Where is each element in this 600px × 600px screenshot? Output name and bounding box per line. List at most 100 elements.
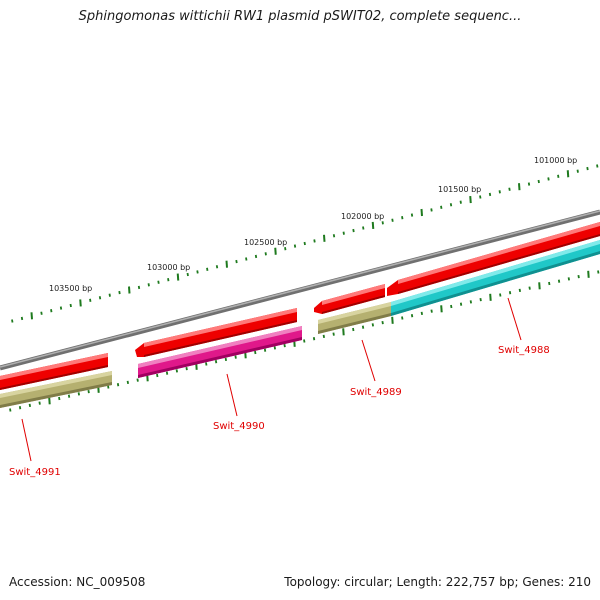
sequence-backbone xyxy=(0,209,600,371)
gene-label[interactable]: Swit_4989 xyxy=(350,387,402,398)
scale-labels: 101000 bp 101500 bp 102000 bp 102500 bp … xyxy=(49,156,577,293)
scale-tick-minor xyxy=(459,200,462,204)
scale-label: 102500 bp xyxy=(244,238,287,247)
scale-tick-minor xyxy=(107,385,110,389)
scale-tick-minor xyxy=(391,218,394,222)
scale-tick-minor xyxy=(224,357,227,362)
gene-labels: Swit_4988 Swit_4989 Swit_4990 Swit_4991 xyxy=(9,345,550,478)
scale-tick-minor xyxy=(50,309,53,313)
scale-tick-minor xyxy=(322,334,325,339)
scale-tick-minor xyxy=(185,366,188,371)
scale-tick-minor xyxy=(352,228,355,233)
scale-tick-minor xyxy=(59,306,63,310)
scale-tick-minor xyxy=(77,392,80,396)
scale-tick-minor xyxy=(263,348,267,352)
gene-arrow-swit-4988[interactable] xyxy=(387,222,600,296)
scale-label: 101500 bp xyxy=(438,185,481,194)
scale-tick-minor xyxy=(156,373,159,378)
scale-tick-minor xyxy=(508,291,512,295)
scale-tick-minor xyxy=(136,378,139,382)
topology-summary: Topology: circular; Length: 222,757 bp; … xyxy=(284,575,591,589)
scale-tick-minor xyxy=(313,239,316,243)
scale-tick-minor xyxy=(576,169,579,173)
accession-text: Accession: NC_009508 xyxy=(9,575,146,589)
scale-tick-minor xyxy=(165,371,169,375)
scale-tick-minor xyxy=(410,314,414,318)
scale-tick-minor xyxy=(284,247,287,251)
gene-arrow-swit-4990[interactable] xyxy=(135,308,297,357)
scale-tick-minor xyxy=(9,408,12,412)
gene-label[interactable]: Swit_4990 xyxy=(213,421,265,432)
scale-tick-minor xyxy=(362,226,365,230)
scale-tick-minor xyxy=(126,380,129,385)
scale-tick-minor xyxy=(577,274,580,279)
gene-label[interactable]: Swit_4988 xyxy=(498,345,550,356)
scale-tick-minor xyxy=(528,286,531,290)
scale-tick-minor xyxy=(38,401,41,405)
scale-tick-minor xyxy=(18,406,22,410)
scale-tick-minor xyxy=(488,192,492,197)
scale-ticks xyxy=(9,164,600,412)
feature-bar-magenta xyxy=(138,326,302,378)
scale-tick-minor xyxy=(361,325,365,329)
scale-tick-minor xyxy=(235,259,238,264)
scale-tick-major xyxy=(391,316,394,324)
scale-tick-minor xyxy=(547,177,550,181)
scale-tick-minor xyxy=(342,231,345,235)
scale-tick-minor xyxy=(371,323,374,327)
feature-bar-cyan xyxy=(391,240,600,316)
scale-tick-minor xyxy=(215,265,219,269)
scale-tick-minor xyxy=(312,337,316,341)
scale-tick-minor xyxy=(430,309,433,313)
scale-tick-minor xyxy=(283,343,286,348)
scale-tick-minor xyxy=(381,221,384,225)
gene-label[interactable]: Swit_4991 xyxy=(9,467,61,478)
gene-arrow-swit-4989[interactable] xyxy=(314,284,385,314)
scale-tick-minor xyxy=(116,383,120,387)
scale-tick-minor xyxy=(196,270,199,274)
scale-tick-major xyxy=(566,170,570,178)
scale-tick-minor xyxy=(245,257,248,261)
feature-track xyxy=(0,240,600,408)
scale-tick-minor xyxy=(420,311,423,316)
scale-tick-minor xyxy=(186,272,189,277)
feature-bar-olive xyxy=(0,371,112,408)
scale-tick-minor xyxy=(548,281,551,286)
scale-tick-major xyxy=(538,282,541,290)
scale-tick-minor xyxy=(557,279,561,283)
scale-tick-major xyxy=(30,312,33,320)
scale-tick-minor xyxy=(89,298,92,302)
scale-tick-minor xyxy=(508,187,511,191)
scale-tick-major xyxy=(469,196,472,204)
leader-line xyxy=(226,373,238,417)
scale-tick-minor xyxy=(537,179,540,184)
scale-tick-minor xyxy=(518,288,521,293)
leader-line xyxy=(507,297,522,341)
scale-tick-minor xyxy=(214,360,218,364)
scale-tick-minor xyxy=(254,350,257,355)
scale-tick-minor xyxy=(597,270,600,274)
scale-tick-minor xyxy=(381,320,384,325)
scale-tick-major xyxy=(79,299,82,307)
scale-tick-major xyxy=(587,270,590,278)
scale-tick-minor xyxy=(69,303,72,308)
scale-tick-minor xyxy=(205,362,208,366)
scale-tick-minor xyxy=(206,267,209,271)
scale-tick-minor xyxy=(137,285,141,290)
map-title: Sphingomonas wittichii RW1 plasmid pSWIT… xyxy=(78,9,522,24)
scale-tick-major xyxy=(48,397,51,405)
scale-tick-minor xyxy=(449,203,453,207)
scale-tick-minor xyxy=(557,174,560,178)
scale-tick-major xyxy=(518,183,521,191)
scale-tick-major xyxy=(371,221,375,229)
scale-tick-minor xyxy=(586,166,589,171)
scale-tick-minor xyxy=(58,396,61,401)
scale-tick-minor xyxy=(118,290,121,295)
scale-tick-major xyxy=(176,273,180,281)
scale-tick-minor xyxy=(167,278,170,282)
gene-arrow-swit-4991[interactable] xyxy=(0,353,108,390)
scale-tick-major xyxy=(128,286,131,294)
scale-tick-minor xyxy=(499,293,502,297)
scale-tick-minor xyxy=(108,293,111,297)
scale-tick-minor xyxy=(303,241,306,246)
